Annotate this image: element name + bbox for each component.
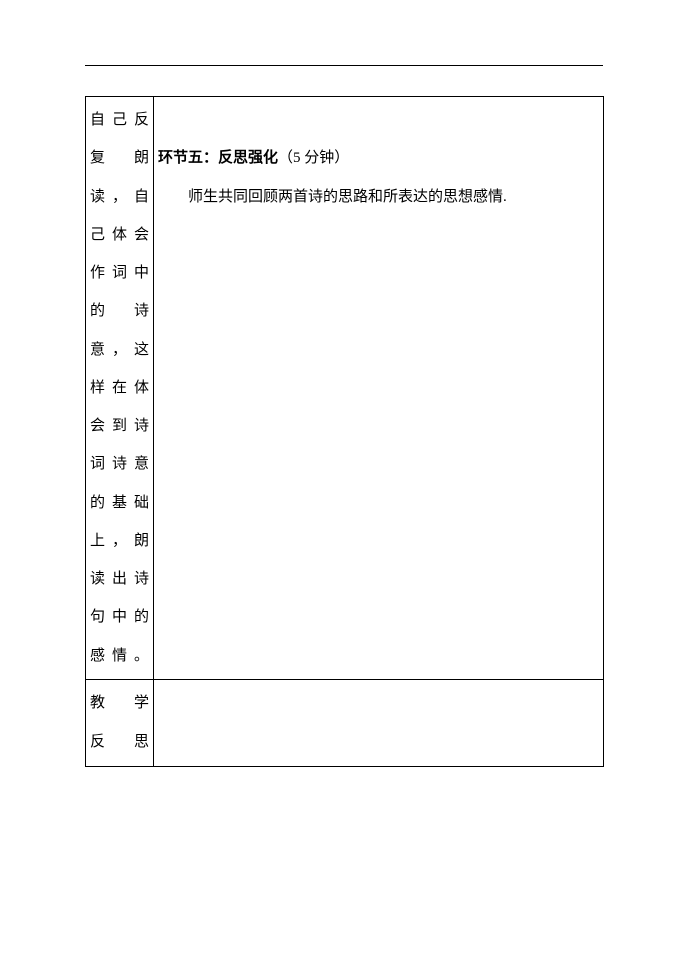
left-notes-text: 自己反复朗读，自己体会作词中的诗意，这样在体会到诗词诗意的基础上，朗读出诗句中的… (90, 101, 149, 675)
reflection-label-line2: 反思 (90, 723, 149, 762)
reflection-label-line1: 教学 (90, 684, 149, 723)
reflection-content-cell (154, 679, 604, 766)
section-five-title: 环节五：反思强化（5 分钟） (158, 139, 599, 178)
table-row: 自己反复朗读，自己体会作词中的诗意，这样在体会到诗词诗意的基础上，朗读出诗句中的… (86, 97, 604, 680)
section-body: 师生共同回顾两首诗的思路和所表达的思想感情. (158, 178, 599, 217)
right-content-cell: 环节五：反思强化（5 分钟） 师生共同回顾两首诗的思路和所表达的思想感情. (154, 97, 604, 680)
header-rule (85, 65, 603, 66)
table-row: 教学 反思 (86, 679, 604, 766)
section-label: 环节五：反思强化 (158, 150, 278, 166)
reflection-label-cell: 教学 反思 (86, 679, 154, 766)
left-notes-cell: 自己反复朗读，自己体会作词中的诗意，这样在体会到诗词诗意的基础上，朗读出诗句中的… (86, 97, 154, 680)
section-time: （5 分钟） (278, 150, 349, 166)
lesson-table: 自己反复朗读，自己体会作词中的诗意，这样在体会到诗词诗意的基础上，朗读出诗句中的… (85, 96, 604, 767)
